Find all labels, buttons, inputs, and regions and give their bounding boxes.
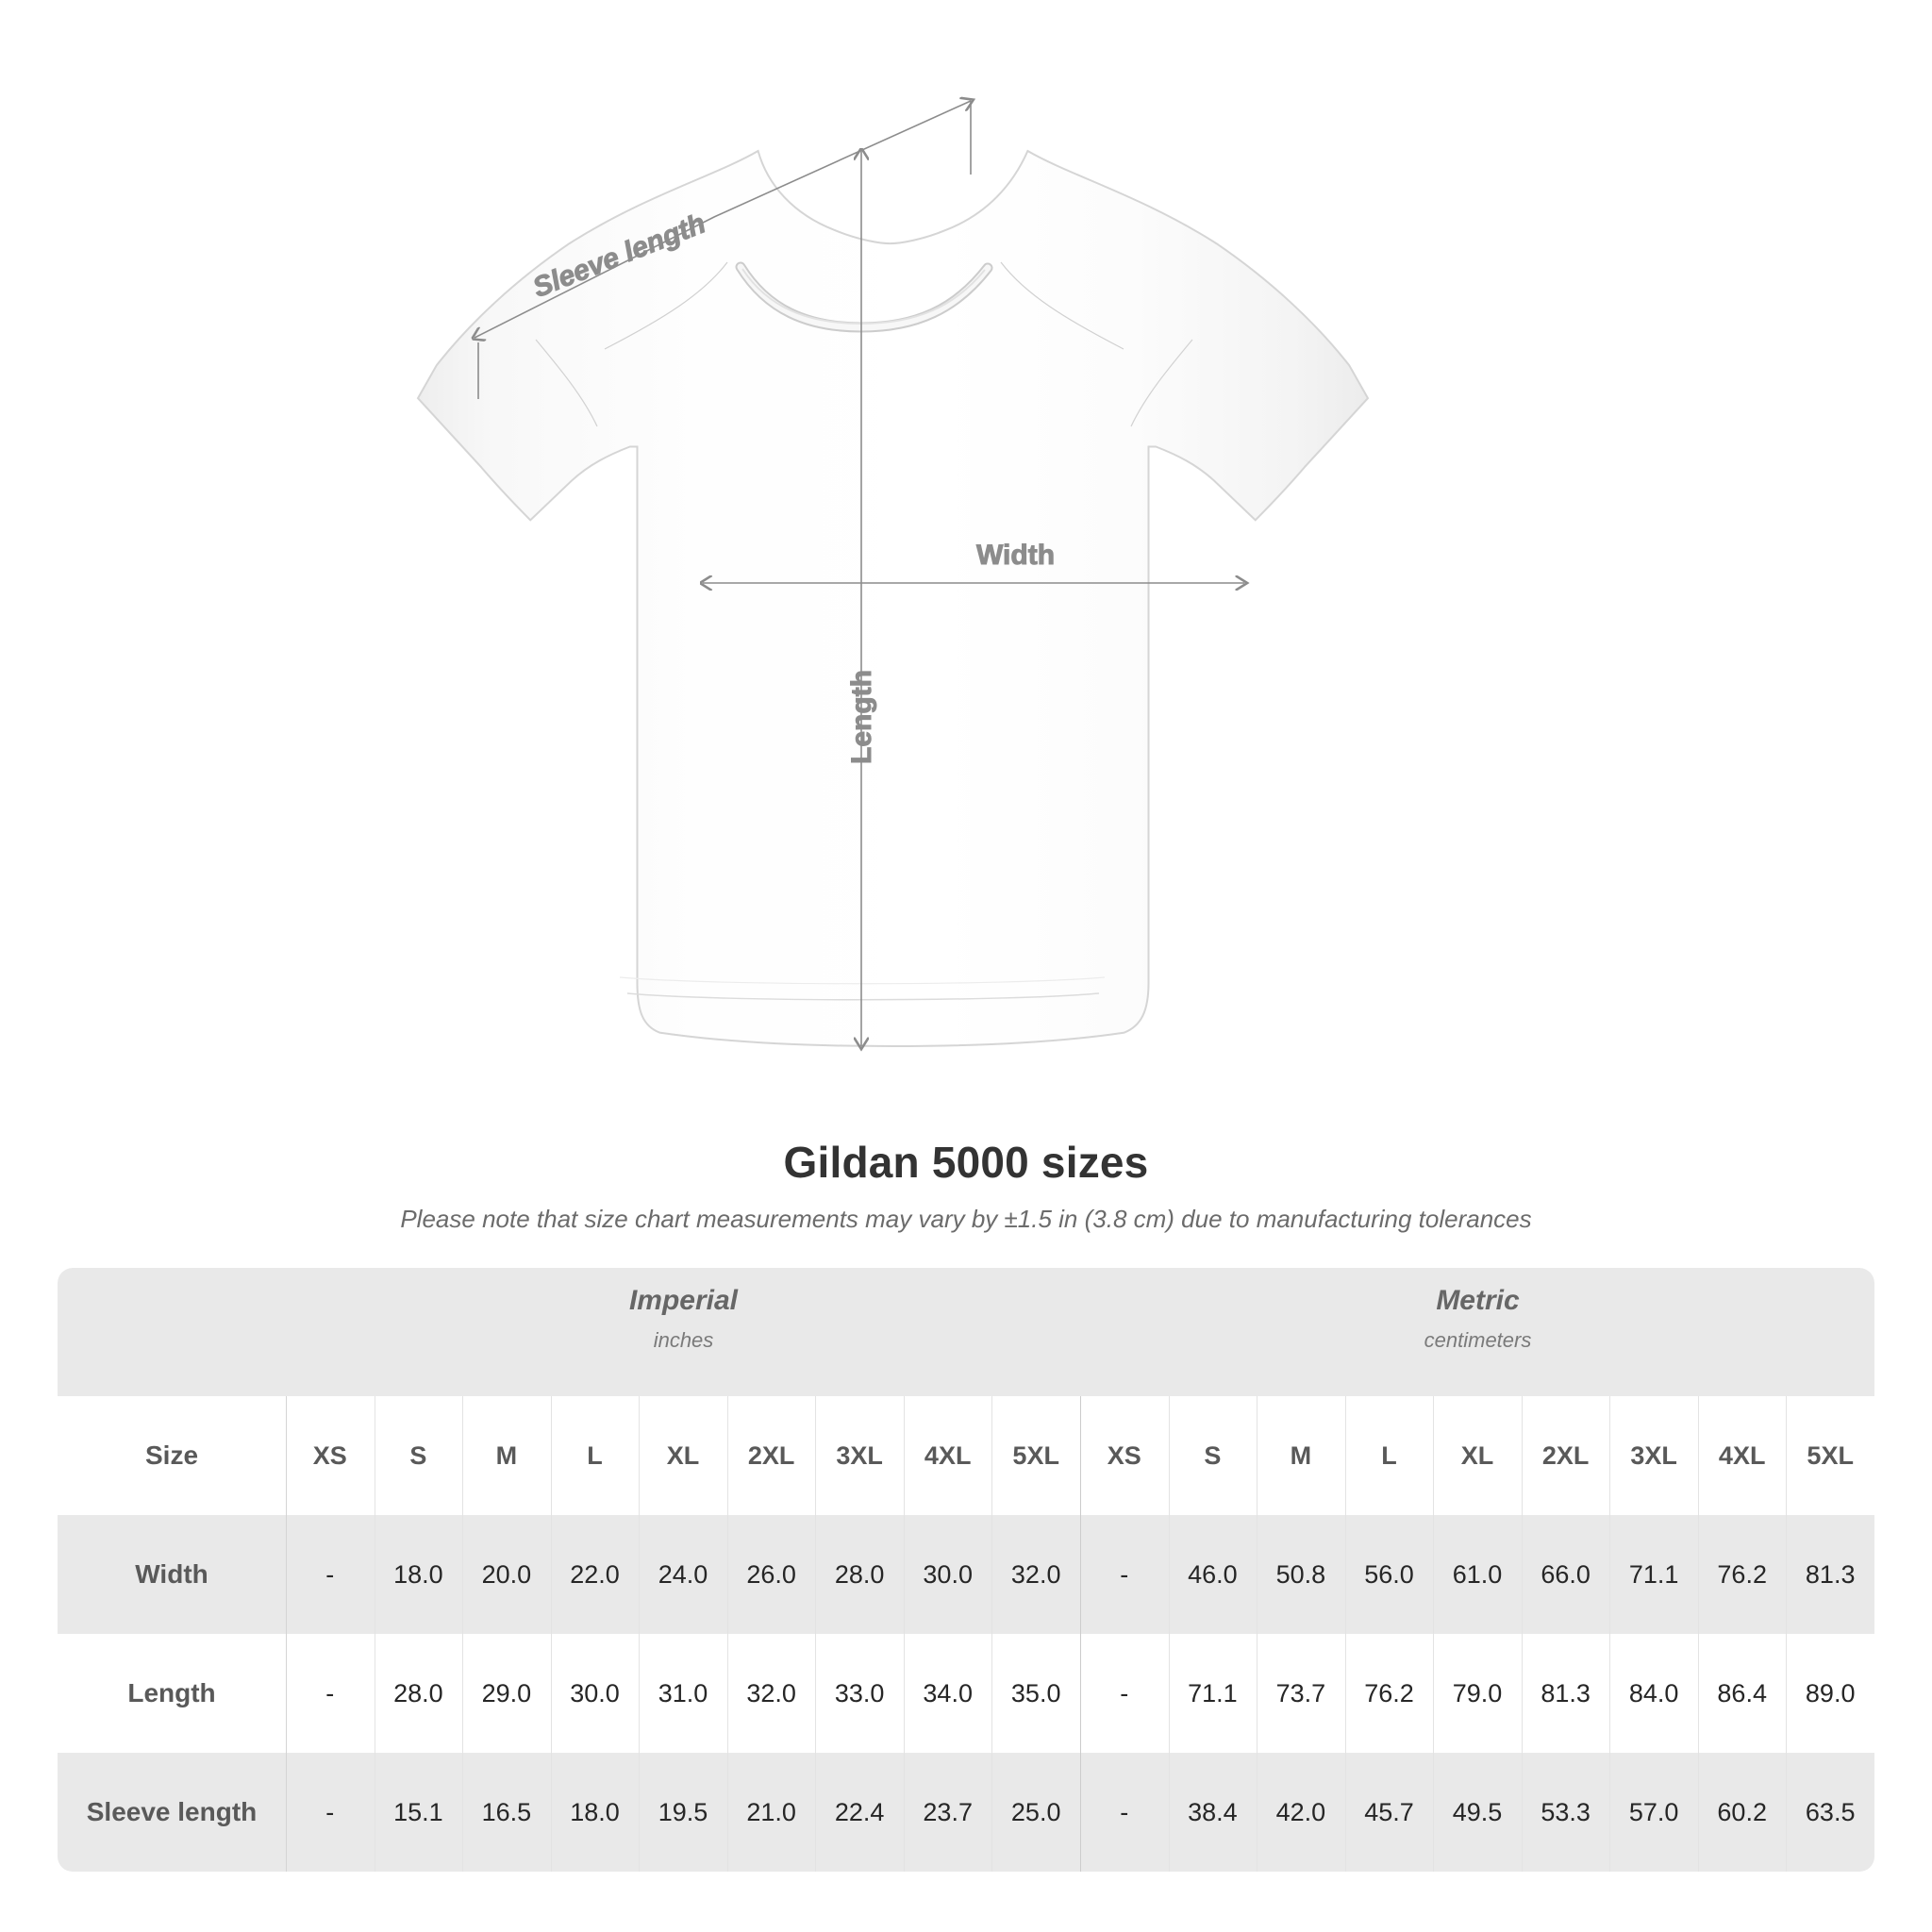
svg-text:Length: Length: [846, 670, 877, 764]
svg-text:Width: Width: [976, 540, 1055, 571]
